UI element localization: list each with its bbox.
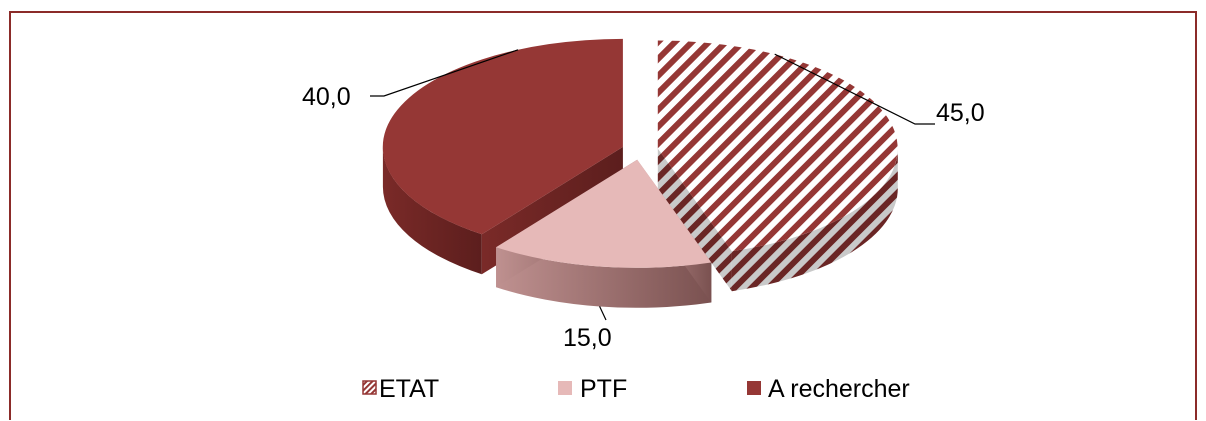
legend-label-etat: ETAT [379,375,439,403]
legend-swatch-a-rechercher [747,381,761,395]
slice-cut-etat [657,148,732,292]
data-label-ptf: 15,0 [563,324,612,352]
legend-label-a-rechercher: A rechercher [768,375,910,403]
legend-swatch-etat [362,380,377,395]
legend-item-ptf: PTF [558,375,627,403]
slice-ptf [496,159,712,308]
legend-label-ptf: PTF [580,375,627,403]
legend-item-etat: ETAT [362,375,439,403]
leader-line-a-rechercher [370,49,519,97]
leader-lines [370,49,935,321]
legend: ETAT PTF A rechercher [362,375,910,403]
legend-item-a-rechercher: A rechercher [747,375,910,403]
leader-line-etat [774,53,935,125]
slice-top-etat [657,40,898,252]
slice-top-ptf [496,159,712,268]
slice-side-ptf [496,247,712,308]
data-label-a-rechercher: 40,0 [302,83,351,111]
legend-swatch-ptf [558,381,572,395]
slice-side-etat [731,148,898,292]
slice-etat [657,40,898,292]
frame-border [9,11,1197,420]
data-label-etat: 45,0 [936,99,985,127]
slice-side-a-rechercher [382,146,482,275]
slice-top-a-rechercher [382,38,623,235]
pie-slices [382,38,898,308]
leader-line-ptf [599,306,607,321]
